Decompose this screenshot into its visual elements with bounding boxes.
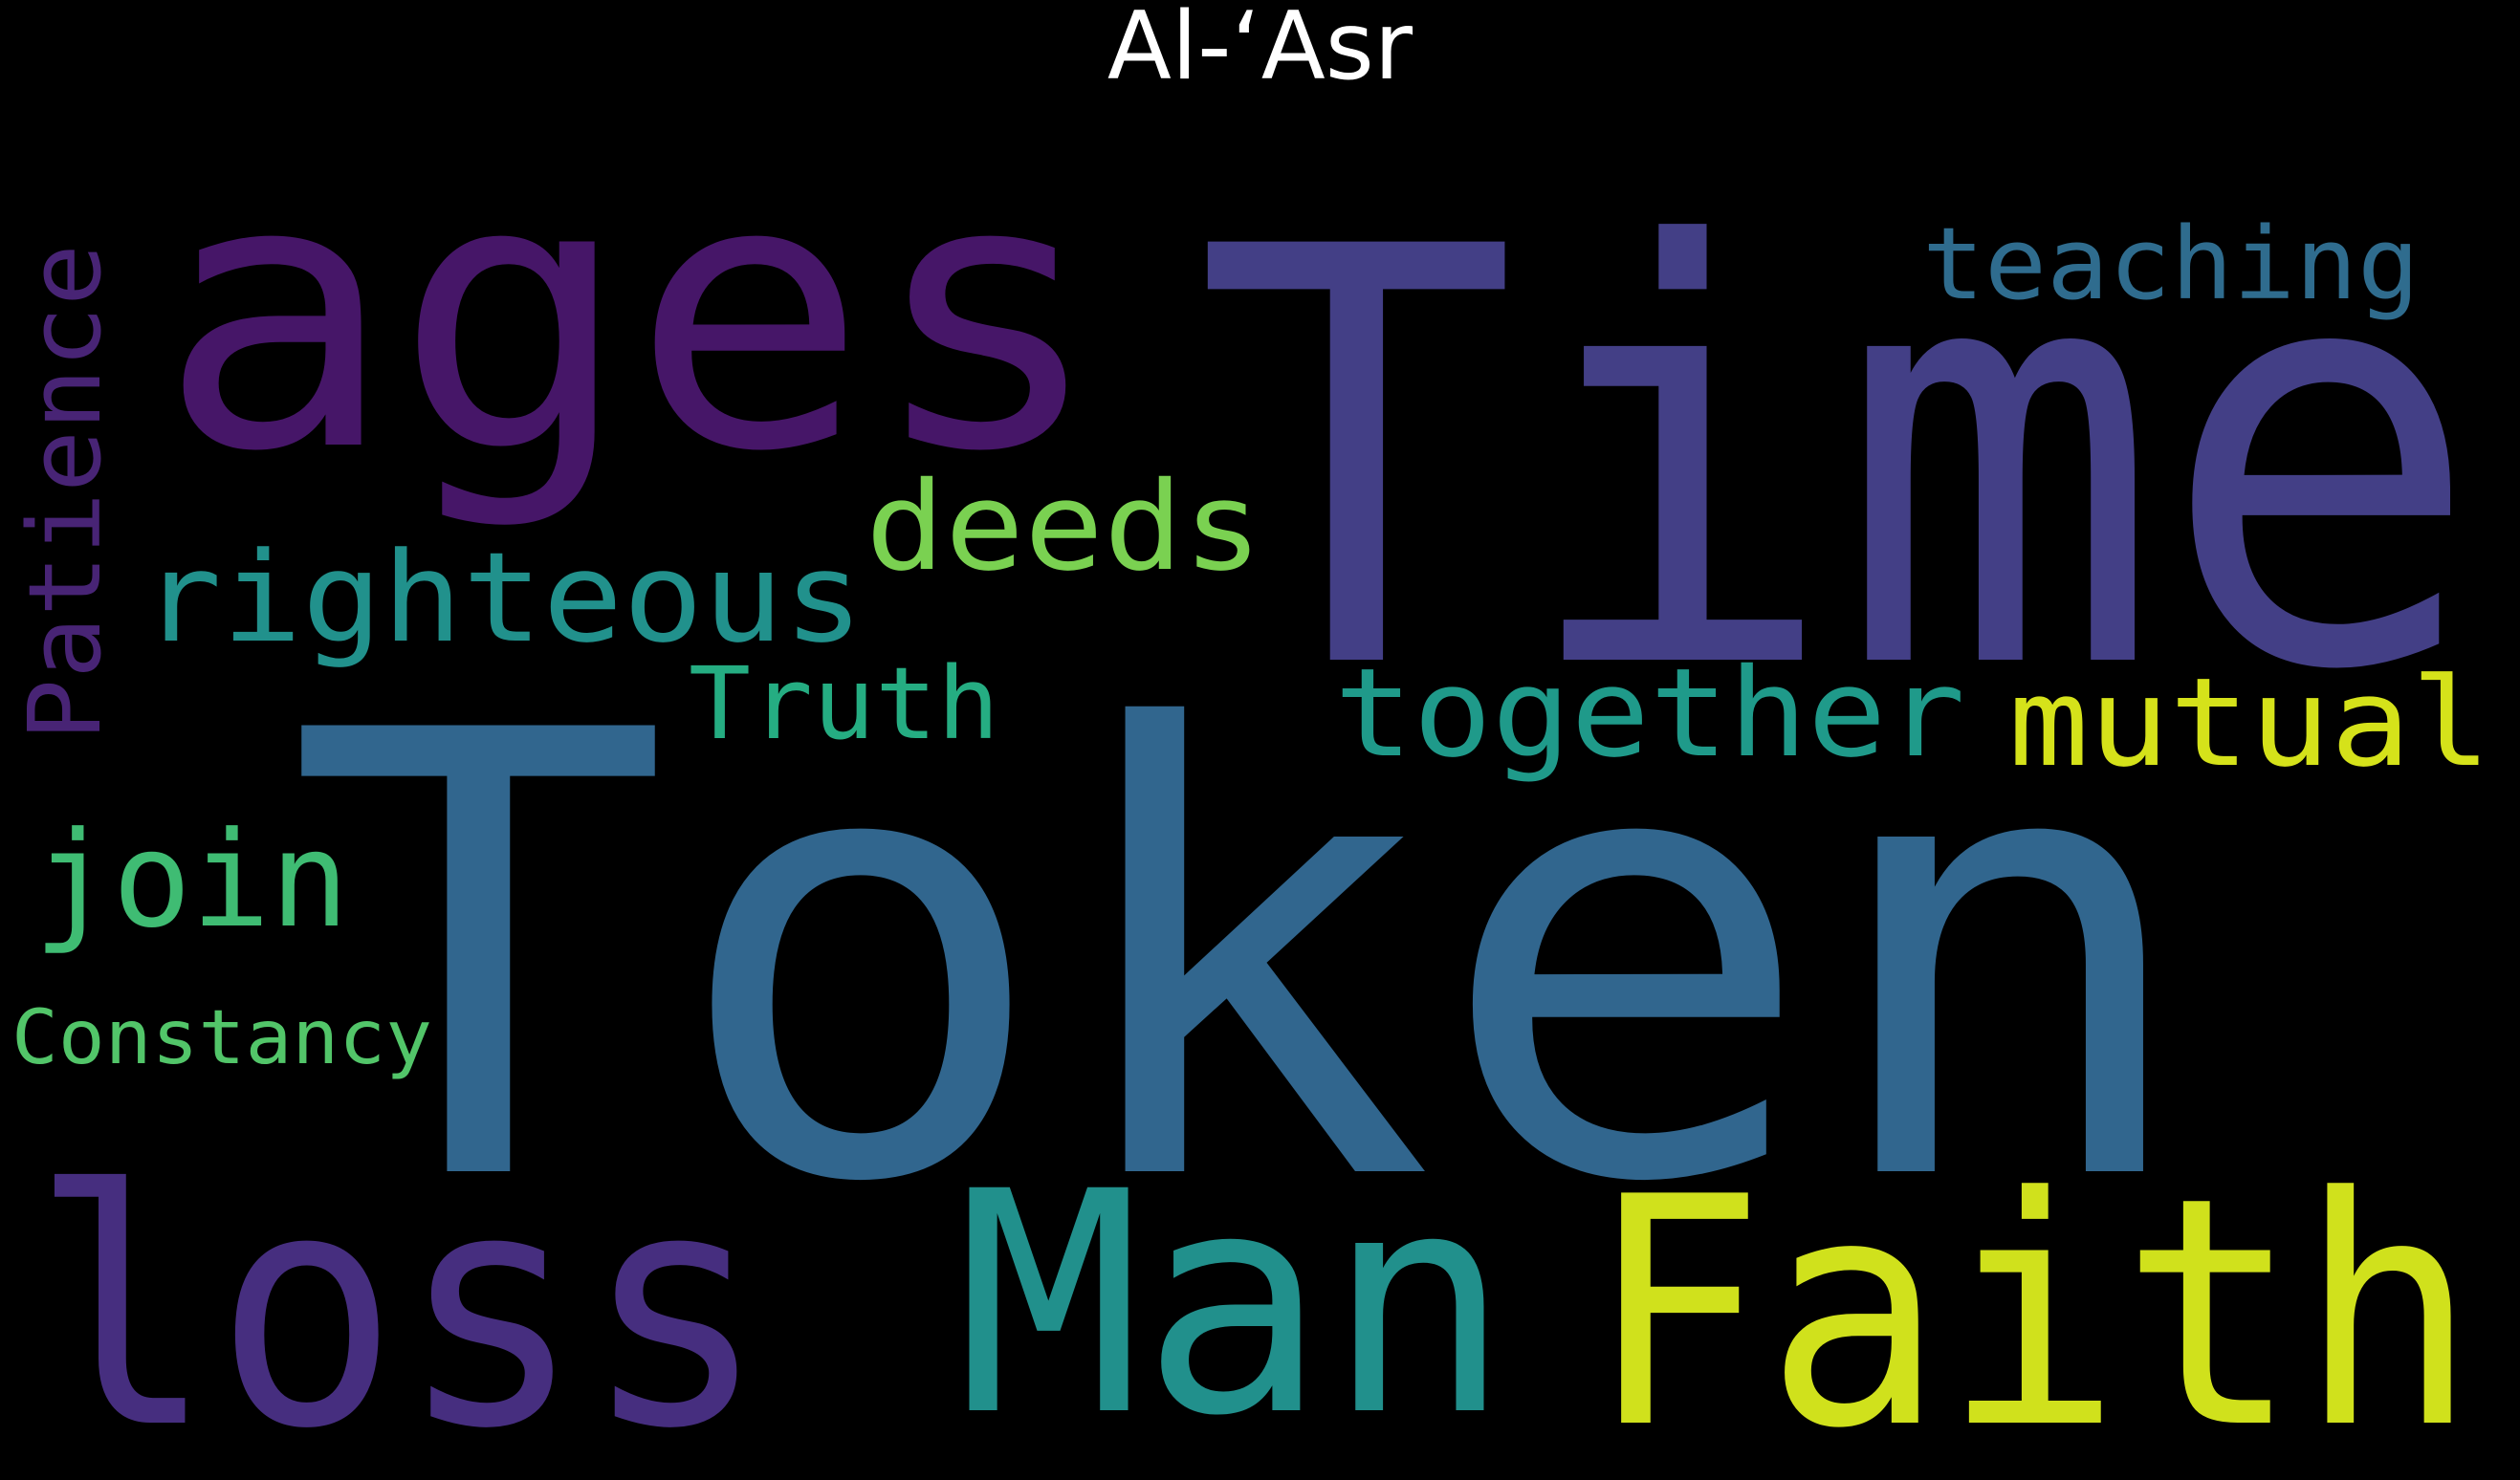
word-loss: loss — [31, 1121, 767, 1480]
word-cloud-title: Al-‘Asr — [1107, 0, 1413, 101]
word-righteous: righteous — [142, 525, 864, 670]
word-together: together — [1334, 642, 1965, 785]
word-ages: ages — [158, 98, 1105, 533]
word-man: Man — [956, 1127, 1511, 1480]
word-time: Time — [1195, 127, 2482, 795]
word-patience: Patience — [7, 244, 123, 741]
word-deeds: deeds — [866, 456, 1262, 599]
word-mutual: mutual — [2008, 652, 2491, 794]
word-faith: Faith — [1588, 1130, 2477, 1480]
word-truth: Truth — [689, 645, 999, 762]
word-teaching: teaching — [1922, 206, 2420, 322]
word-constancy: Constancy — [11, 995, 432, 1081]
word-join: join — [33, 803, 349, 957]
word-token: Token — [287, 603, 2200, 1316]
